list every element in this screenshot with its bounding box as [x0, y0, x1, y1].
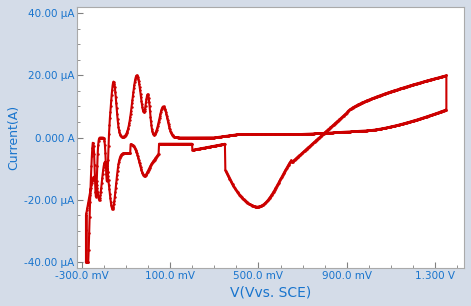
X-axis label: V(Vvs. SCE): V(Vvs. SCE)	[230, 285, 311, 299]
Y-axis label: Current(A): Current(A)	[7, 105, 20, 170]
